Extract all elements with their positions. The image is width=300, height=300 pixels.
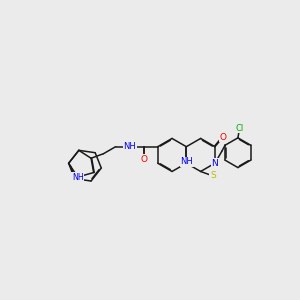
- Text: NH: NH: [181, 158, 194, 166]
- Text: NH: NH: [123, 142, 136, 151]
- Text: O: O: [219, 133, 226, 142]
- Text: Cl: Cl: [236, 124, 244, 133]
- Text: N: N: [212, 159, 218, 168]
- Text: NH: NH: [72, 172, 84, 182]
- Text: O: O: [140, 154, 147, 164]
- Text: S: S: [210, 172, 216, 181]
